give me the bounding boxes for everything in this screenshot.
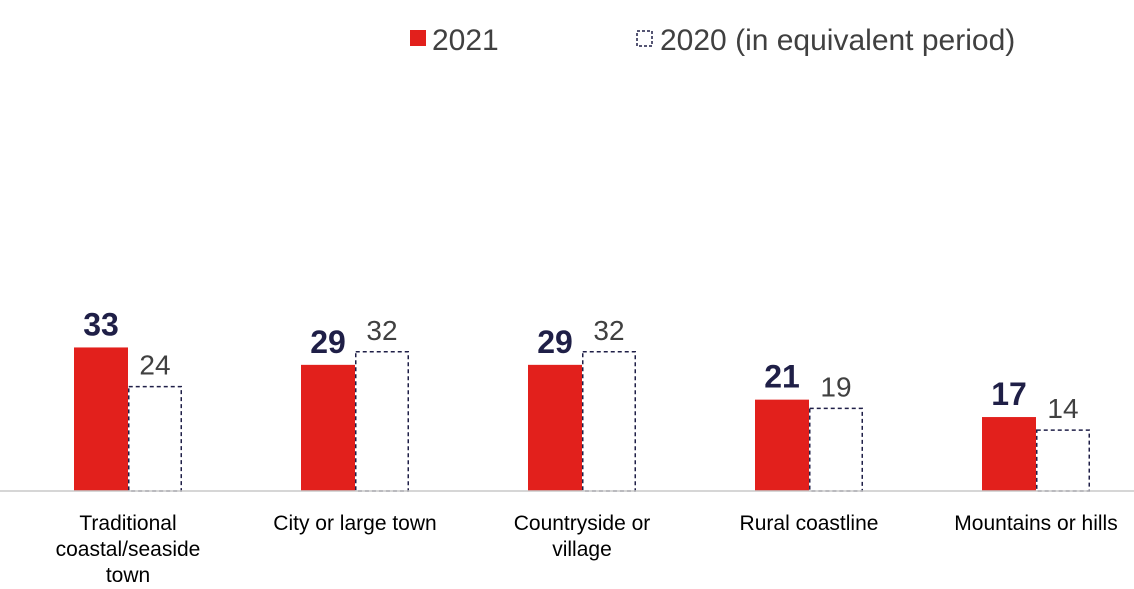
bar-2021-1 [301,364,355,491]
legend-swatch-2021 [410,30,426,46]
legend-label-2020: 2020 (in equivalent period) [660,24,1015,57]
legend-swatch-2020 [636,30,653,47]
value-label-2020-3: 19 [820,371,851,402]
value-label-2021-0: 33 [83,306,119,342]
value-label-2020-0: 24 [139,350,170,381]
category-label-2: Countryside or village [514,512,651,561]
bar-2021-2 [528,364,582,491]
category-label-4: Mountains or hills [954,512,1117,535]
bar-2020-1 [355,351,409,492]
category-label-1: City or large town [273,512,436,535]
bar-2021-0 [74,347,128,491]
value-label-2021-1: 29 [310,324,346,360]
category-label-3: Rural coastline [740,512,879,535]
category-label-0: Traditional coastal/seaside town [56,512,201,587]
value-labels: 33 24 29 32 29 32 21 19 17 14 [83,306,1078,424]
bar-2020-3 [809,407,863,492]
bar-2021-3 [755,399,809,491]
value-label-2020-4: 14 [1047,393,1078,424]
bars [74,347,1090,492]
bar-2020-2 [582,351,636,492]
legend-label-2021: 2021 [432,24,499,57]
value-label-2020-2: 32 [593,315,624,346]
bar-2020-0 [128,385,182,492]
value-label-2020-1: 32 [366,315,397,346]
value-label-2021-2: 29 [537,324,573,360]
bar-2021-4 [982,417,1036,491]
value-label-2021-3: 21 [764,359,800,395]
legend: 2021 2020 (in equivalent period) [410,24,1015,57]
bar-2020-4 [1036,429,1090,492]
value-label-2021-4: 17 [991,376,1027,412]
category-labels: Traditional coastal/seaside town City or la… [56,512,1118,587]
